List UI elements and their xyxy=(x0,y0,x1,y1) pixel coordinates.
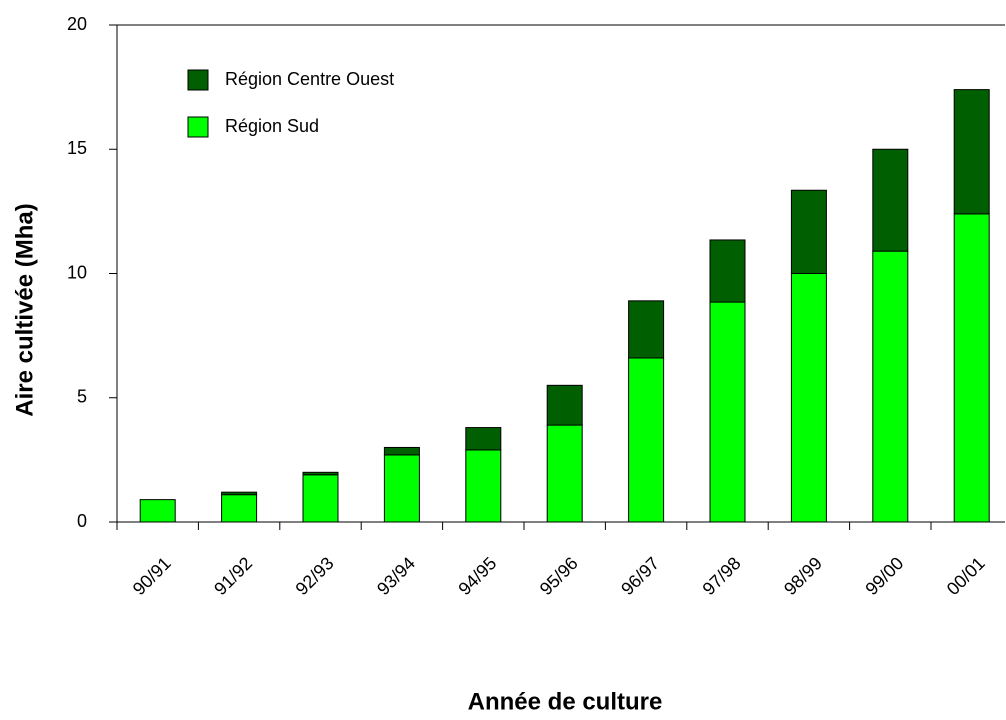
bar-segment xyxy=(790,189,827,274)
x-axis-title: Année de culture xyxy=(468,688,663,715)
legend-label: Région Centre Ouest xyxy=(225,69,394,89)
bar-segment xyxy=(221,494,258,523)
bar-segment xyxy=(709,239,746,303)
x-tick-label: 95/96 xyxy=(536,553,582,599)
bar-segment xyxy=(872,148,909,252)
bar-segment xyxy=(302,471,339,476)
bar-segment xyxy=(383,454,420,523)
bar-segment xyxy=(383,446,420,456)
bar-segment xyxy=(546,424,583,523)
bar-segment xyxy=(953,213,990,523)
bar-segment xyxy=(139,499,176,523)
bar-segment xyxy=(221,491,258,496)
x-tick-label: 98/99 xyxy=(780,553,826,599)
bar-segment xyxy=(790,273,827,523)
bar-segment xyxy=(628,357,665,523)
x-tick-label: 91/92 xyxy=(210,553,256,599)
bar-segment xyxy=(872,250,909,523)
bar-segment xyxy=(546,384,583,426)
y-tick-label: 15 xyxy=(67,138,87,158)
x-tick-label: 93/94 xyxy=(373,553,419,599)
bar-segment xyxy=(465,449,502,523)
y-tick-label: 20 xyxy=(67,14,87,34)
bar-segment xyxy=(465,427,502,451)
legend-swatch xyxy=(187,69,209,91)
y-axis-title: Aire cultivée (Mha) xyxy=(11,203,38,416)
x-tick-label: 92/93 xyxy=(292,553,338,599)
x-tick-label: 90/91 xyxy=(129,553,175,599)
legend-swatch xyxy=(187,116,209,138)
y-tick-label: 0 xyxy=(77,511,87,531)
legend-label: Région Sud xyxy=(225,116,319,136)
x-tick-label: 96/97 xyxy=(617,553,663,599)
x-tick-label: 97/98 xyxy=(699,553,745,599)
bar-segment xyxy=(953,89,990,215)
bar-segment xyxy=(628,300,665,359)
y-tick-label: 5 xyxy=(77,387,87,407)
x-tick-label: 94/95 xyxy=(454,553,500,599)
y-tick-label: 10 xyxy=(67,262,87,282)
bar-segment xyxy=(302,474,339,523)
bar-segment xyxy=(709,301,746,523)
x-tick-label: 99/00 xyxy=(861,553,907,599)
x-tick-label: 00/01 xyxy=(943,553,989,599)
